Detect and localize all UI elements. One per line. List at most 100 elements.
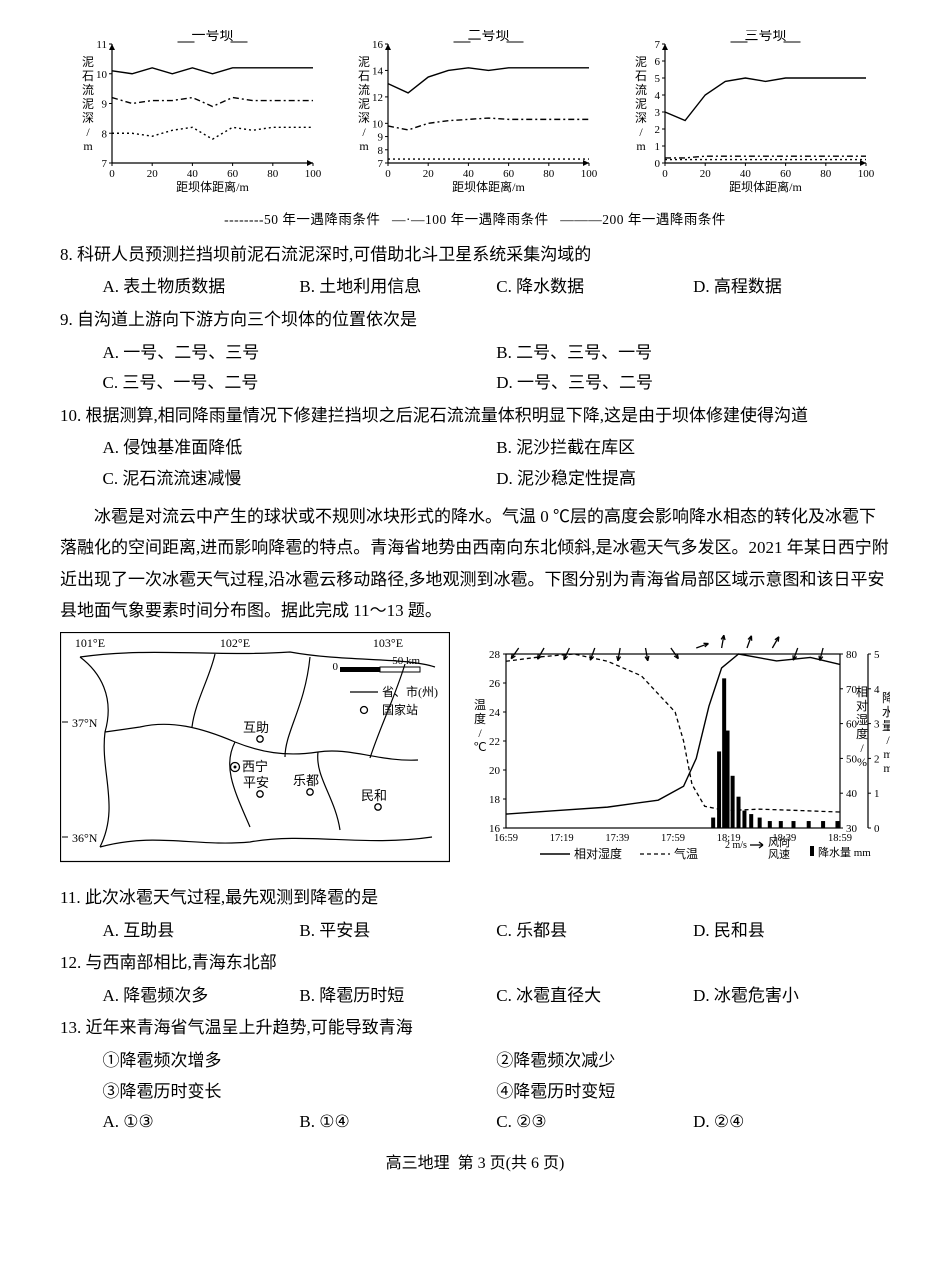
svg-text:0: 0 <box>662 168 668 180</box>
q8-b[interactable]: B. 土地利用信息 <box>299 272 496 303</box>
svg-text:/: / <box>860 741 864 755</box>
svg-text:20: 20 <box>423 168 435 180</box>
svg-text:40: 40 <box>740 168 752 180</box>
svg-text:16:59: 16:59 <box>494 833 518 844</box>
q12-b[interactable]: B. 降雹历时短 <box>299 981 496 1012</box>
svg-text:距坝体距离/m: 距坝体距离/m <box>453 179 526 193</box>
q9-options: A. 一号、二号、三号 B. 二号、三号、一号 C. 三号、一号、二号 D. 一… <box>60 338 890 399</box>
svg-text:m: m <box>83 139 93 153</box>
q11-c[interactable]: C. 乐都县 <box>496 916 693 947</box>
svg-text:22: 22 <box>489 736 500 748</box>
svg-text:泥: 泥 <box>358 97 370 111</box>
svg-text:m: m <box>636 139 646 153</box>
svg-text:4: 4 <box>655 90 661 102</box>
svg-text:距坝体距离/m: 距坝体距离/m <box>729 179 802 193</box>
svg-text:3: 3 <box>655 107 661 119</box>
q8-options: A. 表土物质数据 B. 土地利用信息 C. 降水数据 D. 高程数据 <box>60 272 890 303</box>
svg-text:互助: 互助 <box>243 720 269 735</box>
svg-text:/: / <box>86 125 90 139</box>
svg-text:%: % <box>857 755 867 769</box>
svg-text:风向: 风向 <box>768 835 790 849</box>
svg-text:60: 60 <box>504 168 515 180</box>
figure-row: 101°E102°E103°E37°N36°N050 km省、市(州)国家站互助… <box>60 632 890 875</box>
svg-text:深: 深 <box>82 111 94 125</box>
q9-d[interactable]: D. 一号、三号、二号 <box>496 368 890 399</box>
q13-subs: ①降雹频次增多 ②降雹频次减少 ③降雹历时变长 ④降雹历时变短 <box>60 1046 890 1107</box>
svg-text:20: 20 <box>147 168 159 180</box>
svg-text:17:39: 17:39 <box>605 833 629 844</box>
svg-text:101°E: 101°E <box>75 636 105 650</box>
svg-text:泥: 泥 <box>82 97 94 111</box>
q10-b[interactable]: B. 泥沙拦截在库区 <box>496 433 890 464</box>
svg-text:2: 2 <box>874 754 880 766</box>
svg-text:度: 度 <box>856 726 868 741</box>
q8-d[interactable]: D. 高程数据 <box>693 272 890 303</box>
q13-a[interactable]: A. ①③ <box>103 1107 300 1138</box>
svg-text:温: 温 <box>474 698 486 712</box>
svg-text:7: 7 <box>378 158 384 170</box>
q13-d[interactable]: D. ②④ <box>693 1107 890 1138</box>
svg-text:石: 石 <box>358 69 370 83</box>
q9-c[interactable]: C. 三号、一号、二号 <box>103 368 497 399</box>
svg-text:40: 40 <box>187 168 199 180</box>
svg-text:流: 流 <box>82 83 94 97</box>
svg-text:80: 80 <box>544 168 556 180</box>
svg-text:102°E: 102°E <box>220 636 250 650</box>
q10-c[interactable]: C. 泥石流流速减慢 <box>103 464 497 495</box>
q10-d[interactable]: D. 泥沙稳定性提高 <box>496 464 890 495</box>
svg-text:50: 50 <box>846 754 858 766</box>
svg-text:28: 28 <box>489 649 501 661</box>
svg-text:24: 24 <box>489 707 501 719</box>
q13-sub2: ②降雹频次减少 <box>496 1046 890 1077</box>
legend-200: ———200 年一遇降雨条件 <box>560 212 726 227</box>
svg-text:0: 0 <box>874 823 880 835</box>
q10-a[interactable]: A. 侵蚀基准面降低 <box>103 433 497 464</box>
svg-text:西宁: 西宁 <box>242 759 268 774</box>
svg-text:0: 0 <box>333 661 339 673</box>
svg-text:103°E: 103°E <box>373 636 403 650</box>
q9-a[interactable]: A. 一号、二号、三号 <box>103 338 497 369</box>
q11-b[interactable]: B. 平安县 <box>299 916 496 947</box>
svg-text:80: 80 <box>267 168 279 180</box>
svg-text:泥: 泥 <box>635 55 647 69</box>
q12-a[interactable]: A. 降雹频次多 <box>103 981 300 1012</box>
svg-text:60: 60 <box>227 168 239 180</box>
q13-b[interactable]: B. ①④ <box>299 1107 496 1138</box>
svg-text:14: 14 <box>372 65 384 77</box>
svg-text:/: / <box>363 125 367 139</box>
svg-text:相: 相 <box>856 685 868 699</box>
svg-text:/: / <box>886 733 890 747</box>
q8-c[interactable]: C. 降水数据 <box>496 272 693 303</box>
svg-text:2: 2 <box>655 124 661 136</box>
svg-text:10: 10 <box>372 118 384 130</box>
svg-text:40: 40 <box>463 168 475 180</box>
svg-text:度: 度 <box>474 711 486 726</box>
svg-text:2 m/s: 2 m/s <box>725 840 747 851</box>
svg-text:18: 18 <box>489 794 501 806</box>
svg-text:6: 6 <box>655 56 661 68</box>
q13-c[interactable]: C. ②③ <box>496 1107 693 1138</box>
svg-text:石: 石 <box>635 69 647 83</box>
svg-text:16: 16 <box>372 39 384 51</box>
q9-b[interactable]: B. 二号、三号、一号 <box>496 338 890 369</box>
q13-sub1: ①降雹频次增多 <box>103 1046 497 1077</box>
q13-stem: 13. 近年来青海省气温呈上升趋势,可能导致青海 <box>60 1013 890 1044</box>
q13-sub4: ④降雹历时变短 <box>496 1077 890 1108</box>
svg-text:二号坝: 二号坝 <box>468 30 510 44</box>
svg-text:乐都: 乐都 <box>293 773 319 788</box>
q8-a[interactable]: A. 表土物质数据 <box>103 272 300 303</box>
q12-d[interactable]: D. 冰雹危害小 <box>693 981 890 1012</box>
chart-dam-3: 01234567020406080100三号坝泥石流泥深/m距坝体距离/m <box>629 30 874 204</box>
meteo-chart: 16182022242628温度/℃304050607080相对湿度/%0123… <box>470 632 890 875</box>
svg-text:8: 8 <box>101 128 107 140</box>
svg-text:/: / <box>478 726 482 740</box>
svg-text:60: 60 <box>780 168 792 180</box>
q11-d[interactable]: D. 民和县 <box>693 916 890 947</box>
svg-text:流: 流 <box>635 83 647 97</box>
q11-a[interactable]: A. 互助县 <box>103 916 300 947</box>
q12-c[interactable]: C. 冰雹直径大 <box>496 981 693 1012</box>
svg-text:泥: 泥 <box>82 55 94 69</box>
svg-text:m: m <box>883 747 890 761</box>
svg-text:流: 流 <box>358 83 370 97</box>
svg-text:7: 7 <box>101 158 107 170</box>
